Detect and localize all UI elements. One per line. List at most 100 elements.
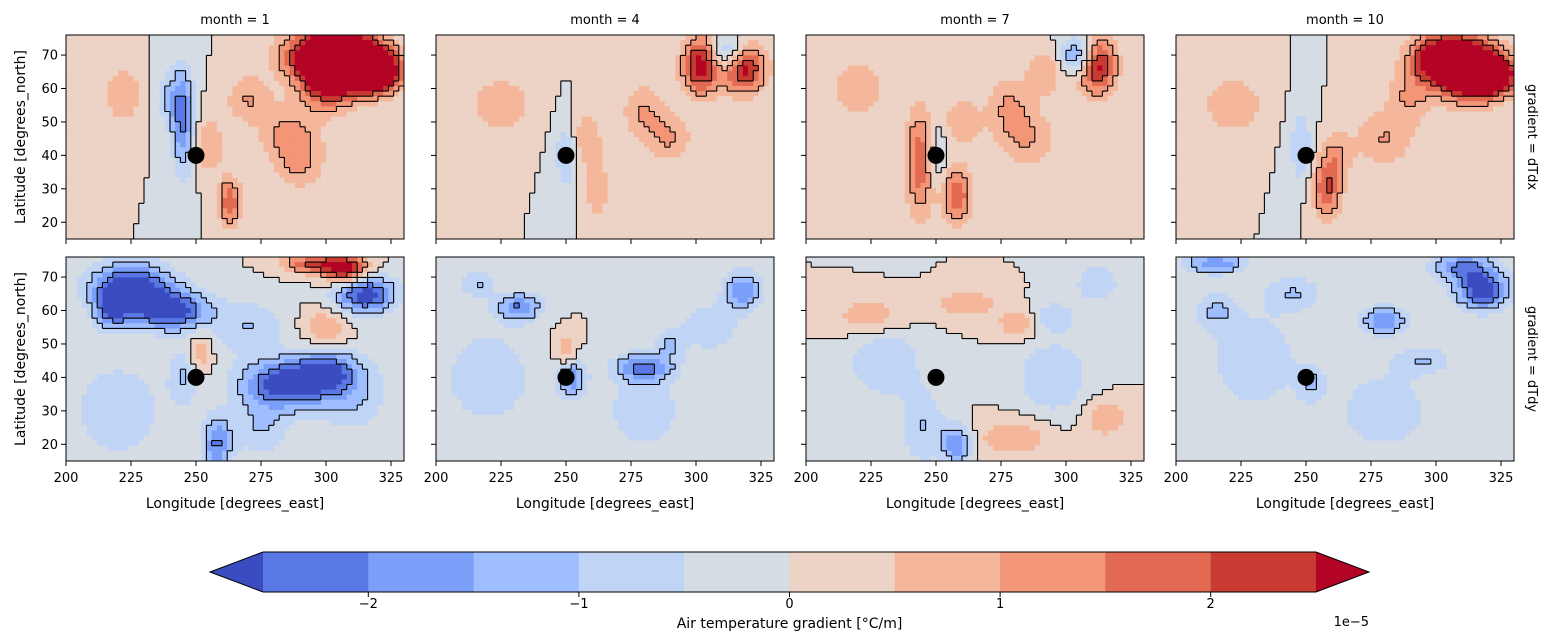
contour-cell (534, 137, 541, 143)
contour-cell (201, 96, 207, 102)
contour-cell (540, 50, 546, 56)
contour-cell (216, 131, 223, 138)
contour-cell (493, 208, 499, 215)
contour-cell (690, 96, 697, 102)
contour-cell (263, 162, 270, 169)
contour-cell (232, 45, 239, 51)
contour-cell (216, 213, 223, 220)
contour-cell (545, 35, 551, 41)
contour-cell (248, 45, 254, 51)
contour-cell (758, 101, 765, 107)
contour-cell (222, 111, 228, 118)
contour-cell (529, 198, 536, 204)
contour-cell (555, 182, 562, 189)
contour-cell (97, 86, 103, 92)
contour-cell (675, 182, 681, 189)
contour-cell (670, 203, 676, 209)
contour-cell (362, 177, 369, 184)
contour-cell (758, 193, 765, 199)
contour-cell (644, 147, 650, 153)
contour-cell (529, 96, 536, 102)
contour-cell (555, 91, 562, 97)
contour-cell (326, 70, 332, 77)
contour-cell (670, 121, 676, 128)
contour-cell (159, 167, 166, 174)
contour-cell (571, 167, 577, 174)
contour-cell (675, 188, 681, 194)
contour-cell (326, 131, 332, 138)
contour-cell (274, 106, 280, 113)
contour-cell (451, 167, 458, 174)
contour-cell (211, 223, 218, 230)
contour-cell (211, 45, 218, 51)
contour-cell (472, 203, 479, 209)
contour-cell (727, 45, 733, 51)
contour-cell (555, 208, 562, 215)
contour-cell (159, 142, 166, 148)
contour-cell (514, 182, 520, 189)
contour-cell (680, 65, 687, 72)
contour-cell (190, 60, 197, 67)
contour-cell (279, 35, 285, 41)
contour-cell (436, 55, 442, 62)
contour-cell (680, 55, 687, 62)
contour-cell (763, 111, 770, 118)
contour-cell (222, 131, 228, 138)
contour-cell (722, 198, 728, 204)
contour-cell (555, 137, 562, 143)
contour-cell (159, 91, 166, 97)
contour-cell (154, 218, 161, 225)
contour-cell (320, 152, 327, 158)
contour-cell (388, 60, 395, 67)
contour-cell (138, 60, 145, 67)
contour-cell (372, 142, 379, 148)
contour-cell (727, 96, 733, 102)
contour-cell (654, 142, 661, 148)
contour-cell (237, 218, 244, 225)
contour-cell (592, 198, 598, 204)
contour-cell (107, 137, 114, 143)
contour-cell (128, 65, 135, 72)
contour-cell (300, 162, 306, 169)
contour-cell (305, 111, 311, 118)
contour-cell (581, 152, 588, 158)
contour-cell (289, 60, 296, 67)
contour-cell (118, 172, 124, 179)
contour-cell (602, 91, 609, 97)
contour-cell (446, 111, 453, 118)
contour-cell (367, 203, 374, 209)
contour-cell (138, 162, 145, 169)
contour-cell (378, 55, 384, 62)
contour-cell (664, 182, 671, 189)
contour-cell (638, 198, 645, 204)
contour-cell (706, 208, 713, 215)
contour-cell (112, 157, 119, 164)
contour-cell (545, 86, 551, 92)
contour-cell (154, 208, 161, 215)
contour-cell (612, 131, 619, 138)
contour-cell (196, 228, 202, 235)
contour-cell (763, 157, 770, 164)
contour-cell (654, 198, 661, 204)
contour-cell (503, 75, 510, 82)
contour-cell (253, 177, 259, 184)
contour-cell (284, 116, 291, 123)
contour-cell (498, 203, 505, 209)
contour-cell (753, 106, 759, 113)
contour-cell (279, 50, 285, 56)
contour-cell (638, 35, 645, 41)
contour-cell (102, 121, 109, 128)
contour-cell (545, 177, 551, 184)
contour-cell (190, 86, 197, 92)
contour-cell (86, 198, 93, 204)
contour-cell (352, 40, 358, 46)
contour-cell (638, 101, 645, 107)
contour-cell (248, 91, 254, 97)
contour-cell (581, 142, 588, 148)
contour-cell (690, 213, 697, 220)
contour-cell (378, 198, 384, 204)
contour-cell (66, 101, 72, 107)
contour-cell (768, 111, 774, 118)
